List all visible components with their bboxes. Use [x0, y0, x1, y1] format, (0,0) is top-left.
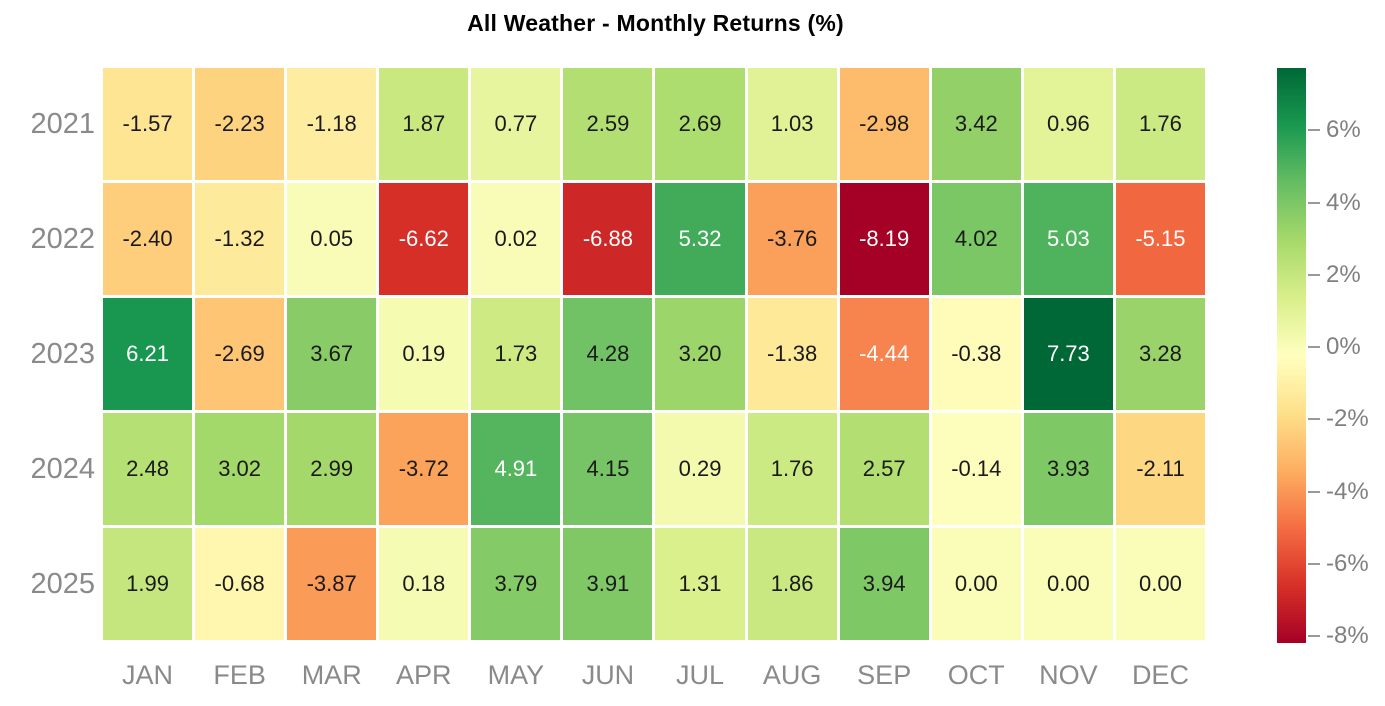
heatmap-cell: 3.91 [563, 528, 653, 640]
heatmap-cell: 1.03 [747, 68, 837, 180]
heatmap-cell: 2.57 [839, 413, 929, 525]
heatmap-cell: 3.93 [1023, 413, 1113, 525]
heatmap-cell: 1.76 [1115, 68, 1205, 180]
heatmap-cell: 1.86 [747, 528, 837, 640]
colorbar-tick [1308, 129, 1320, 132]
colorbar-tick [1308, 635, 1320, 638]
heatmap-cell: -1.18 [287, 68, 377, 180]
heatmap-cell: 3.67 [287, 298, 377, 410]
colorbar-tick-label: 4% [1326, 188, 1361, 216]
colorbar-tick-label: 2% [1326, 260, 1361, 288]
heatmap-cell: 2.69 [655, 68, 745, 180]
heatmap-cell: 3.94 [839, 528, 929, 640]
heatmap-cell: -3.72 [379, 413, 469, 525]
colorbar-tick-label: -8% [1326, 622, 1369, 650]
heatmap-cell: 1.99 [103, 528, 193, 640]
heatmap-cell: -1.32 [195, 183, 285, 295]
heatmap-cell: 0.00 [1023, 528, 1113, 640]
heatmap-cell: -0.38 [931, 298, 1021, 410]
heatmap-cell: 2.99 [287, 413, 377, 525]
heatmap-cell: 0.77 [471, 68, 561, 180]
heatmap-cell: 1.76 [747, 413, 837, 525]
heatmap-cell: 1.73 [471, 298, 561, 410]
col-label-month: MAR [301, 660, 362, 690]
colorbar-tick-label: -6% [1326, 549, 1369, 577]
colorbar-tick [1308, 346, 1320, 349]
heatmap-cell: -5.15 [1115, 183, 1205, 295]
heatmap-cell: 0.00 [931, 528, 1021, 640]
heatmap-cell: 0.96 [1023, 68, 1113, 180]
col-label-month: DEC [1131, 660, 1189, 690]
col-label-month: JUL [676, 660, 725, 690]
heatmap-cell: 2.59 [563, 68, 653, 180]
colorbar [1277, 68, 1306, 643]
heatmap-cell: -6.62 [379, 183, 469, 295]
heatmap-cell: 6.21 [103, 298, 193, 410]
heatmap-cell: 7.73 [1023, 298, 1113, 410]
heatmap-cell: 4.28 [563, 298, 653, 410]
heatmap-cell: -3.87 [287, 528, 377, 640]
heatmap-cell: 0.05 [287, 183, 377, 295]
colorbar-tick [1308, 273, 1320, 276]
col-label-month: AUG [762, 660, 822, 690]
colorbar-tick [1308, 201, 1320, 204]
heatmap-cell: 4.15 [563, 413, 653, 525]
heatmap-cell: -0.68 [195, 528, 285, 640]
heatmap-cell: -2.69 [195, 298, 285, 410]
heatmap-cell: -2.40 [103, 183, 193, 295]
heatmap-cell: -2.11 [1115, 413, 1205, 525]
heatmap-cell: 0.29 [655, 413, 745, 525]
row-label-year: 2022 [30, 222, 95, 255]
heatmap-cell: 1.31 [655, 528, 745, 640]
heatmap-cell: 2.48 [103, 413, 193, 525]
colorbar-tick-label: -4% [1326, 477, 1369, 505]
heatmap-cell: -2.23 [195, 68, 285, 180]
col-label-month: JUN [581, 660, 635, 690]
colorbar-tick-label: -2% [1326, 405, 1369, 433]
col-label-month: FEB [213, 660, 266, 690]
heatmap-cell: 5.03 [1023, 183, 1113, 295]
row-label-year: 2024 [30, 452, 95, 485]
heatmap-cell: -8.19 [839, 183, 929, 295]
heatmap-cell: 3.20 [655, 298, 745, 410]
colorbar-tick [1308, 562, 1320, 565]
heatmap-cell: 0.02 [471, 183, 561, 295]
heatmap-cell: 4.02 [931, 183, 1021, 295]
heatmap-cell: 5.32 [655, 183, 745, 295]
heatmap-cell: 3.42 [931, 68, 1021, 180]
heatmap-cell: 3.02 [195, 413, 285, 525]
row-label-year: 2025 [30, 567, 95, 600]
row-label-year: 2023 [30, 337, 95, 370]
col-label-month: SEP [857, 660, 912, 690]
chart-title: All Weather - Monthly Returns (%) [467, 10, 844, 36]
colorbar-tick [1308, 418, 1320, 421]
heatmap-cell: -2.98 [839, 68, 929, 180]
col-label-month: NOV [1039, 660, 1098, 690]
heatmap-cell: 3.79 [471, 528, 561, 640]
row-label-year: 2021 [30, 107, 95, 140]
heatmap-cell: -4.44 [839, 298, 929, 410]
colorbar-tick-label: 6% [1326, 116, 1361, 144]
heatmap-cell: 0.00 [1115, 528, 1205, 640]
heatmap-cell: 1.87 [379, 68, 469, 180]
heatmap-cell: 0.18 [379, 528, 469, 640]
heatmap-cell: -0.14 [931, 413, 1021, 525]
heatmap-cell: -1.57 [103, 68, 193, 180]
heatmap-cell: -6.88 [563, 183, 653, 295]
col-label-month: APR [396, 660, 452, 690]
col-label-month: JAN [122, 660, 174, 690]
heatmap-cell: 0.19 [379, 298, 469, 410]
col-label-month: MAY [487, 660, 545, 690]
heatmap-cell: -3.76 [747, 183, 837, 295]
heatmap-cell: 3.28 [1115, 298, 1205, 410]
heatmap-cell: -1.38 [747, 298, 837, 410]
heatmap-cell: 4.91 [471, 413, 561, 525]
colorbar-tick-label: 0% [1326, 333, 1361, 361]
colorbar-tick [1308, 490, 1320, 493]
col-label-month: OCT [947, 660, 1005, 690]
